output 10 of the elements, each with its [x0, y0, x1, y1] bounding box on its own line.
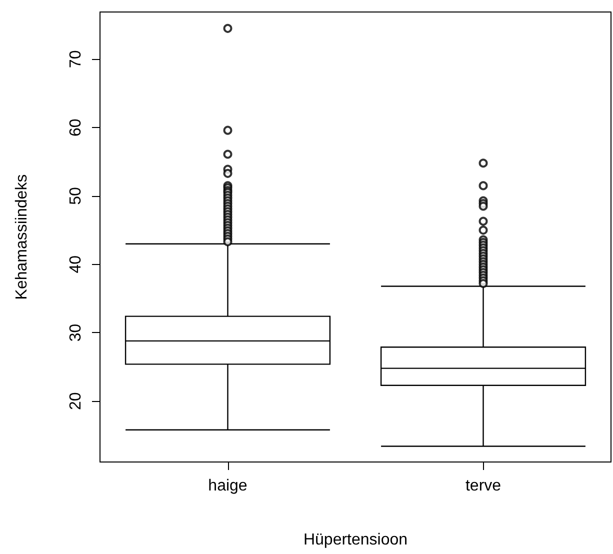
x-axis-title: Hüpertensioon: [303, 532, 408, 548]
y-tick-label: 30: [68, 324, 84, 342]
y-axis-title: Kehamassiindeks: [14, 174, 30, 300]
y-tick-label: 20: [68, 392, 84, 410]
x-tick-label: terve: [465, 478, 502, 494]
y-tick-label: 70: [68, 50, 84, 68]
x-tick-label: haige: [208, 478, 248, 494]
y-tick-label: 50: [68, 186, 84, 205]
y-tick-label: 40: [68, 255, 84, 274]
y-tick-label: 60: [68, 118, 84, 136]
